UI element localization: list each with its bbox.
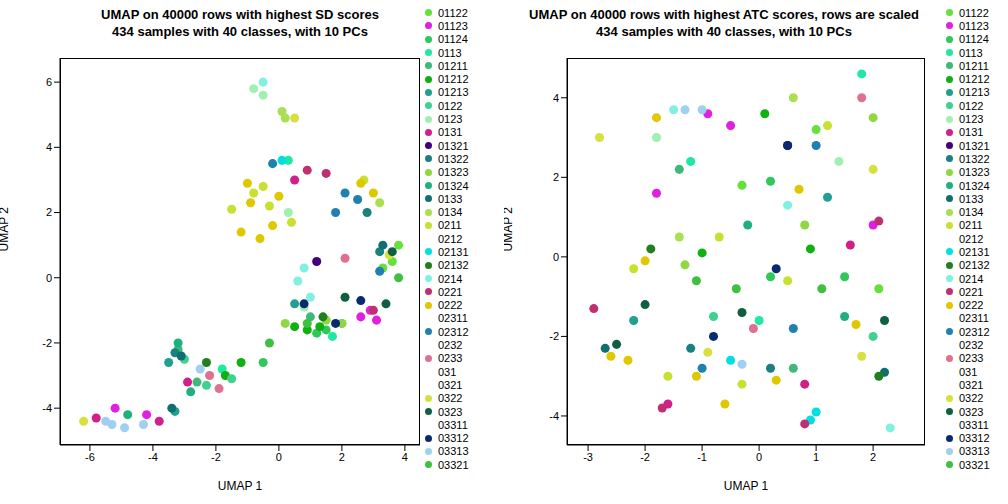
svg-text:4: 4	[402, 451, 408, 463]
html-text:0123: 0123	[959, 113, 984, 125]
html-text:02131: 02131	[959, 246, 990, 258]
svg-text:-4: -4	[148, 451, 158, 463]
html-text:0212: 0212	[959, 232, 984, 245]
svg-text:1: 1	[813, 451, 819, 463]
html-text:01122: 01122	[438, 6, 468, 19]
html-text:02312: 02312	[959, 325, 990, 338]
svg-text:4: 4	[46, 141, 52, 153]
html-text:0321: 0321	[438, 379, 463, 391]
html-text:UMAP on 40000 rows with highes: UMAP on 40000 rows with highest SD score…	[101, 7, 379, 39]
html-text:01122: 01122	[959, 6, 989, 19]
html-text:0321: 0321	[959, 379, 984, 391]
html-text:0134: 0134	[959, 206, 984, 219]
svg-text:-2: -2	[549, 330, 559, 342]
svg-text:2: 2	[46, 206, 52, 218]
html-text:01324: 01324	[959, 179, 990, 192]
html-text:0211: 0211	[959, 219, 983, 232]
html-text:UMAP on 40000 rows with highes: UMAP on 40000 rows with highest ATC scor…	[529, 7, 919, 39]
html-text:01213: 01213	[438, 86, 469, 99]
svg-text:-4: -4	[42, 402, 52, 414]
html-text:03321: 03321	[438, 458, 469, 471]
html-text:0133: 0133	[438, 192, 463, 205]
html-text:0122: 0122	[438, 99, 463, 112]
html-text:0211: 0211	[438, 219, 462, 232]
html-text:0232: 0232	[438, 339, 463, 352]
html-text:0233: 0233	[438, 352, 463, 365]
html-text:02132: 02132	[959, 259, 990, 272]
html-text:01321: 01321	[959, 139, 990, 152]
svg-text:0: 0	[756, 451, 762, 463]
html-text:0232: 0232	[959, 339, 984, 352]
html-text:01322: 01322	[438, 152, 469, 165]
html-text:0134: 0134	[438, 206, 463, 219]
html-text:01213: 01213	[959, 86, 990, 99]
html-text:0214: 0214	[959, 272, 984, 285]
html-text:03311: 03311	[959, 418, 989, 431]
svg-text:-4: -4	[549, 410, 559, 422]
svg-text:2: 2	[339, 451, 345, 463]
html-text:0131: 0131	[959, 126, 984, 139]
html-text:0214: 0214	[438, 272, 463, 285]
html-text:01323: 01323	[438, 166, 469, 179]
html-text:02311: 02311	[959, 312, 989, 325]
html-text:0113: 0113	[959, 46, 983, 59]
html-text:0222: 0222	[959, 299, 984, 312]
html-text:0113: 0113	[438, 46, 462, 59]
html-text:01124: 01124	[959, 33, 989, 46]
html-text:031: 031	[959, 365, 978, 378]
svg-text:-2: -2	[640, 451, 650, 463]
html-text:02131: 02131	[438, 246, 469, 258]
svg-text:0: 0	[276, 451, 282, 463]
html-text:01321: 01321	[438, 139, 469, 152]
svg-text:0: 0	[46, 272, 52, 284]
html-text:0133: 0133	[959, 192, 984, 205]
html-text:01212: 01212	[959, 73, 990, 86]
html-text:03321: 03321	[959, 458, 990, 471]
html-text:03312: 03312	[438, 432, 469, 445]
html-text:03311: 03311	[438, 418, 468, 431]
html-text:01123: 01123	[959, 19, 989, 32]
html-text:01212: 01212	[438, 73, 469, 86]
html-text:0221: 0221	[959, 285, 984, 298]
svg-text:UMAP 1: UMAP 1	[218, 479, 263, 493]
html-text:0122: 0122	[959, 99, 984, 112]
html-text:01124: 01124	[438, 33, 468, 46]
svg-text:-1: -1	[697, 451, 707, 463]
svg-text:2: 2	[870, 451, 876, 463]
svg-text:0: 0	[553, 251, 559, 263]
html-text:0212: 0212	[438, 232, 463, 245]
svg-text:-6: -6	[85, 451, 95, 463]
html-text:0222: 0222	[438, 299, 463, 312]
html-text:0323: 0323	[438, 405, 463, 418]
html-text:03312: 03312	[959, 432, 990, 445]
svg-text:-3: -3	[583, 451, 593, 463]
html-text:01211: 01211	[438, 59, 468, 72]
html-text:02132: 02132	[438, 259, 469, 272]
html-text:0131: 0131	[438, 126, 463, 139]
html-text:01322: 01322	[959, 152, 990, 165]
html-text:0233: 0233	[959, 352, 984, 365]
html-text:03313: 03313	[959, 445, 990, 458]
svg-text:4: 4	[553, 92, 559, 104]
html-text:01324: 01324	[438, 179, 469, 192]
html-text:03313: 03313	[438, 445, 469, 458]
html-text:02312: 02312	[438, 325, 469, 338]
html-text:0322: 0322	[438, 392, 463, 405]
html-text:0322: 0322	[959, 392, 984, 405]
html-text:01323: 01323	[959, 166, 990, 179]
html-text:0123: 0123	[438, 113, 463, 125]
svg-text:UMAP 1: UMAP 1	[724, 479, 769, 493]
svg-text:2: 2	[553, 171, 559, 183]
svg-text:6: 6	[46, 76, 52, 88]
svg-text:UMAP 2: UMAP 2	[8, 207, 11, 252]
html-text:01211: 01211	[959, 59, 989, 72]
html-text:0221: 0221	[438, 285, 463, 298]
html-text:031: 031	[438, 365, 457, 378]
html-text:01123: 01123	[438, 19, 468, 32]
svg-text:-2: -2	[211, 451, 221, 463]
svg-text:-2: -2	[42, 337, 52, 349]
svg-text:UMAP 2: UMAP 2	[504, 207, 515, 252]
html-text:0323: 0323	[959, 405, 984, 418]
html-text:02311: 02311	[438, 312, 468, 325]
